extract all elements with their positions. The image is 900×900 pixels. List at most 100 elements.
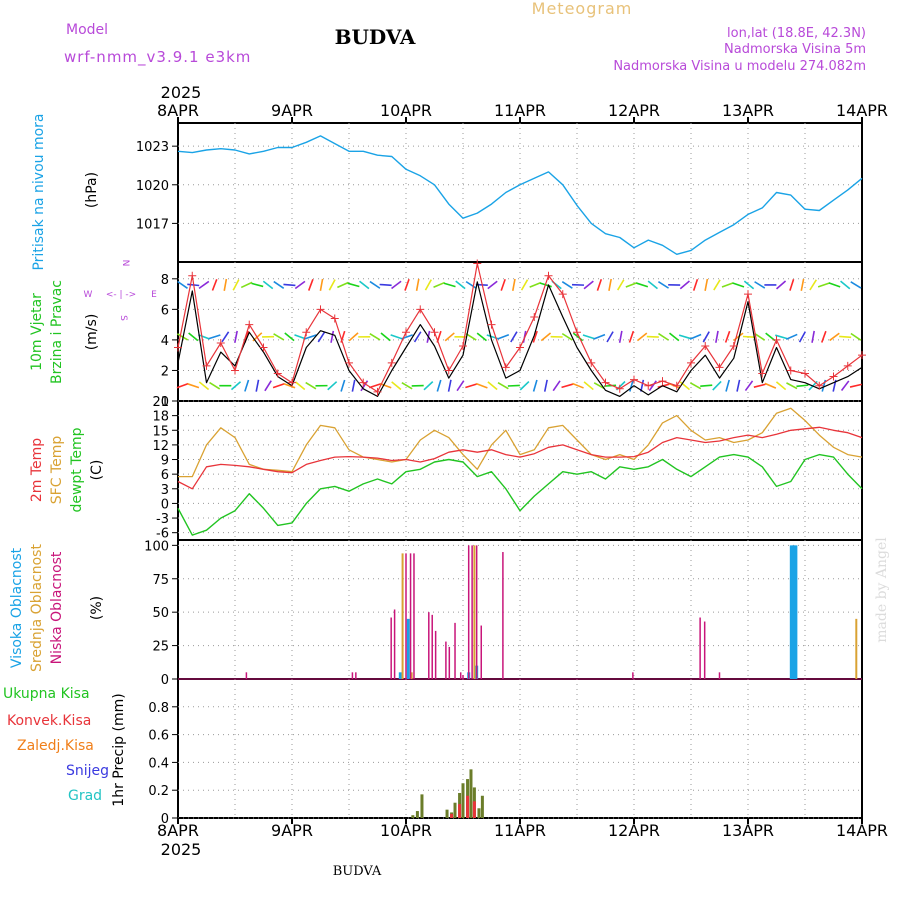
sfc-temp-line [178, 407, 863, 478]
wind-arrow [177, 280, 188, 289]
total-precip-bar [477, 808, 481, 818]
wind-arrow [850, 281, 862, 289]
total-precip-bar [453, 802, 457, 818]
wind-gust-point [715, 363, 724, 372]
wind-gust-point [744, 290, 752, 299]
wind-arrow [413, 331, 422, 343]
wind-arrow [294, 280, 306, 290]
location-title: BUDVA [335, 25, 416, 49]
wind-arrow [646, 335, 659, 338]
wind-gust-point [473, 259, 482, 268]
wind-arrow [319, 278, 324, 291]
year-bottom: 2025 [161, 840, 202, 859]
wind-gust-point [373, 387, 382, 396]
elevation-label: Nadmorska Visina 5m [724, 42, 866, 57]
wind-arrow [317, 331, 326, 343]
y-tick-label: 4 [161, 334, 169, 349]
temp2m-title: 2m Temp [29, 438, 45, 502]
wind-arrow [715, 330, 719, 343]
wind-arrow [240, 281, 253, 289]
wind-gust-point [601, 378, 610, 387]
wind-gust-point [188, 271, 197, 280]
wind-gust-point [729, 342, 738, 351]
wind-arrow [198, 333, 210, 340]
sfc-temp-title: SFC Temp [49, 436, 65, 505]
wind-arrow [593, 382, 605, 390]
wind-speed-line [177, 281, 863, 397]
y-tick-label: 6 [161, 303, 169, 318]
wind-gust-point [330, 314, 339, 323]
total-precip-bar [480, 795, 484, 818]
temp-unit: (C) [89, 460, 105, 481]
wind-arrow [712, 380, 722, 391]
dewpt-title: dewpt Temp [69, 427, 85, 512]
wind-gust-point [444, 366, 453, 375]
wind-gust-point [316, 305, 325, 314]
y-tick-label: -6 [156, 527, 169, 542]
total-precip-bar [411, 815, 415, 818]
wind-arrow [702, 331, 710, 343]
wind-arrow [582, 334, 595, 340]
total-precip-bar [420, 794, 424, 818]
wind-arrow [789, 278, 795, 291]
wind-compass: W E N S <- | -> [84, 260, 158, 322]
wind-arrow [328, 279, 336, 291]
high-cloud-title: Visoka Oblacnost [9, 547, 25, 668]
wind-arrow [543, 379, 548, 392]
wind-gust-point [387, 358, 396, 367]
wind-arrow [593, 333, 606, 340]
wind-arrow [475, 382, 488, 389]
wind-arrow [561, 280, 573, 289]
wind-arrow [552, 380, 561, 392]
wind-arrow [529, 281, 542, 288]
x-tick-label: 11APR [494, 821, 546, 840]
mid-cloud-title: Srednja Oblacnost [29, 544, 45, 672]
wind-arrow [583, 280, 594, 290]
wind-arrow [198, 280, 210, 290]
x-tick-label: 13APR [722, 821, 774, 840]
cloud-unit: (%) [89, 596, 105, 620]
y-tick-label: 0.8 [148, 701, 169, 716]
wind-gust-point [231, 366, 239, 375]
wind-arrow [764, 382, 777, 389]
wind-arrow [713, 279, 721, 291]
wind-arrow [198, 381, 210, 391]
wind-gust-point [302, 328, 311, 337]
wind-arrow [211, 279, 218, 291]
wind-arrow [447, 379, 452, 392]
wind-arrow [369, 280, 381, 289]
wind-arrow [487, 381, 498, 391]
y-tick-label: 6 [161, 468, 169, 483]
wind-arrow [520, 279, 529, 291]
x-tick-label: 14APR [836, 821, 888, 840]
wind-gust-point [658, 377, 667, 386]
wind-gust-point [573, 328, 581, 337]
wind-gust-point [174, 343, 182, 352]
wind-arrow [743, 280, 755, 290]
wind-arrow [500, 278, 506, 291]
wind-arrow [234, 330, 238, 343]
wind-arrow [507, 384, 520, 387]
total-precip-bar [445, 809, 449, 818]
wind-gust-point [273, 369, 282, 378]
legend-total-rain: Ukupna Kisa [3, 686, 90, 702]
wind-arrow [608, 278, 612, 291]
x-tick-label: 10APR [380, 821, 432, 840]
wind-gust-point [701, 342, 710, 351]
wind-arrow [188, 332, 199, 342]
wind-arrow [273, 333, 285, 341]
wind-arrow [636, 332, 648, 342]
wind-gust-point [858, 351, 866, 360]
wind-arrow [572, 332, 584, 342]
temp2m-line [177, 426, 863, 490]
y-tick-label: 1023 [136, 140, 169, 155]
wind-arrow [658, 332, 669, 341]
convective-precip-bar [450, 813, 454, 818]
year-top: 2025 [161, 83, 202, 102]
wind-arrow [337, 281, 349, 289]
wind-gust-point [501, 363, 510, 372]
wind-gust-point [516, 343, 524, 352]
legend-snow: Snijeg [66, 763, 109, 779]
wind-gust-point [558, 290, 567, 299]
